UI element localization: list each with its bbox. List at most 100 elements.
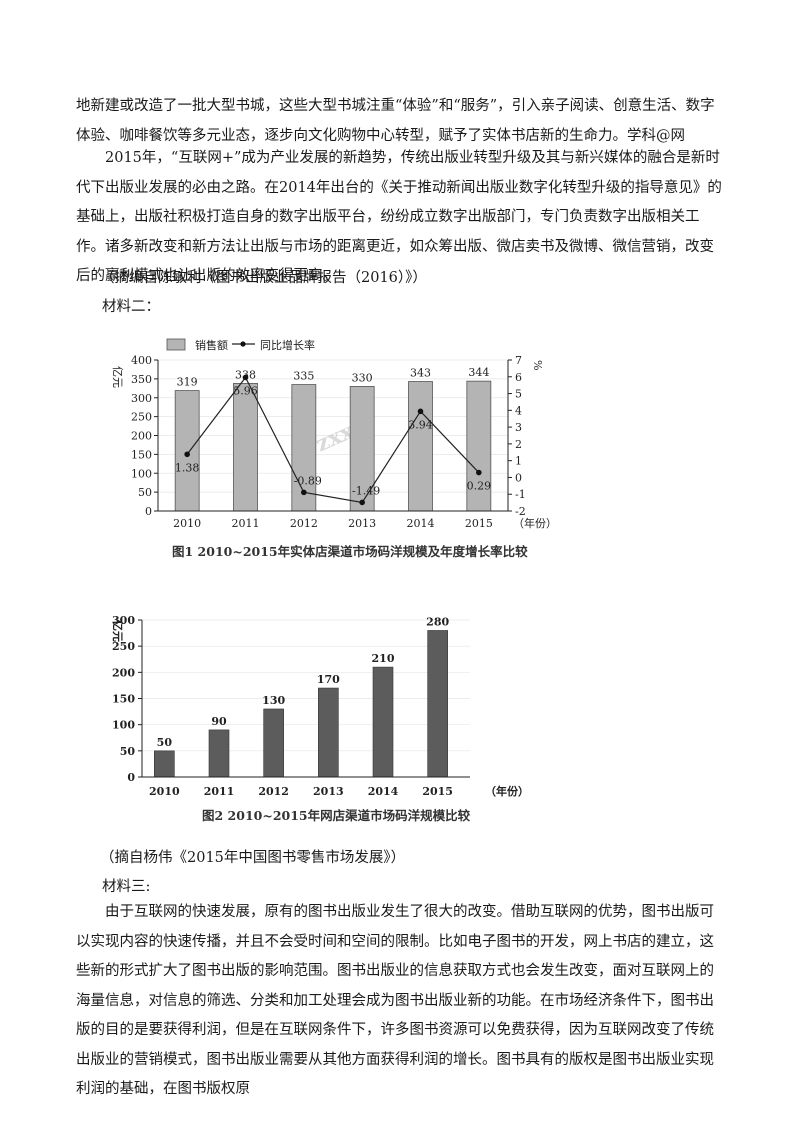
online-sales-bar-value: 280 bbox=[426, 615, 449, 628]
growth-line-path bbox=[186, 376, 480, 504]
figure1-chart: 销售额 同比增长率 亿元 % zxxk 05010015020025030035… bbox=[111, 338, 557, 559]
growth-point-label: -1.49 bbox=[352, 484, 380, 497]
y-tick-label: 300 bbox=[112, 614, 135, 627]
y-tick-label: 150 bbox=[131, 448, 152, 461]
legend-line-marker bbox=[240, 341, 246, 347]
sales-bar bbox=[233, 383, 258, 512]
figure1-right-axis-ticks: -2 -1 0 1 2 3 4 5 6 7 bbox=[508, 354, 526, 518]
material2-label: 材料二： bbox=[102, 299, 160, 315]
x-tick-label: 2013 bbox=[313, 785, 344, 798]
growth-point bbox=[242, 374, 249, 381]
online-sales-bar-value: 130 bbox=[262, 694, 285, 707]
x-tick-label: 2015 bbox=[465, 517, 493, 530]
y2-tick-label: -2 bbox=[515, 505, 526, 518]
y2-tick-label: 2 bbox=[515, 438, 522, 451]
y-tick-label: 150 bbox=[112, 693, 135, 706]
x-tick-label: 2012 bbox=[290, 517, 318, 530]
y-tick-label: 100 bbox=[112, 719, 135, 732]
growth-point bbox=[476, 469, 482, 476]
legend-label-sales: 销售额 bbox=[195, 338, 228, 352]
material1-source: （摘编自陈敏利《图书出版业品牌报告（2016）》） bbox=[100, 270, 427, 286]
y-tick-label: 250 bbox=[112, 640, 135, 653]
y-tick-label: 400 bbox=[131, 354, 152, 367]
x-tick-label: 2012 bbox=[258, 785, 289, 798]
x-tick-label: 2013 bbox=[348, 517, 376, 530]
y2-tick-label: -1 bbox=[515, 488, 526, 501]
y2-tick-label: 0 bbox=[515, 471, 522, 484]
y-tick-label: 50 bbox=[120, 745, 136, 758]
sales-bar bbox=[174, 390, 200, 512]
growth-point bbox=[359, 499, 365, 506]
y2-tick-label: 6 bbox=[515, 371, 522, 384]
y-tick-label: 50 bbox=[138, 486, 152, 499]
growth-point-label: 1.38 bbox=[175, 461, 200, 474]
x-tick-label: 2010 bbox=[149, 785, 180, 798]
figure2-caption: 图2 2010~2015年网店渠道市场码洋规模比较 bbox=[202, 808, 471, 823]
material3-paragraph: 由于互联网的快速发展，原有的图书出版业发生了很大的改变。借助互联网的优势，图书出… bbox=[76, 904, 714, 1097]
y-tick-label: 350 bbox=[131, 373, 152, 386]
x-tick-label: 2011 bbox=[232, 517, 260, 530]
figure1-x-axis-ticks: 2010 2011 2012 2013 2014 2015 bbox=[173, 517, 493, 530]
material2-source: （摘自杨伟《2015年中国图书零售市场发展》） bbox=[100, 850, 406, 866]
y-tick-label: 0 bbox=[127, 771, 135, 784]
figure1-bars: 319338335330343344 bbox=[174, 366, 492, 512]
y2-tick-label: 3 bbox=[515, 421, 522, 434]
sales-bar bbox=[408, 381, 433, 512]
figure1-caption: 图1 2010~2015年实体店渠道市场码洋规模及年度增长率比较 bbox=[172, 544, 528, 559]
growth-point-label: 0.29 bbox=[467, 480, 492, 493]
online-sales-bar bbox=[372, 666, 394, 778]
sales-bar-value: 319 bbox=[177, 376, 198, 389]
figure2-x-label: （年份） bbox=[485, 784, 529, 798]
online-sales-bar-value: 210 bbox=[372, 652, 395, 665]
growth-point-label: 5.96 bbox=[233, 384, 258, 397]
y2-tick-label: 4 bbox=[515, 404, 522, 417]
online-sales-bar-value: 50 bbox=[157, 736, 173, 749]
figure1-growth-line: 1.38 5.96 -0.89 -1.49 3.94 0.29 bbox=[175, 374, 492, 506]
x-tick-label: 2014 bbox=[368, 785, 399, 798]
figure2-x-axis-ticks: 2010 2011 2012 2013 2014 2015 bbox=[149, 785, 453, 798]
growth-point-label: 3.94 bbox=[408, 418, 433, 431]
y-tick-label: 200 bbox=[131, 430, 152, 443]
legend-label-growth: 同比增长率 bbox=[260, 338, 315, 352]
x-tick-label: 2010 bbox=[173, 517, 201, 530]
figure1-right-unit: % bbox=[531, 360, 544, 370]
y-tick-label: 200 bbox=[112, 666, 135, 679]
y-tick-label: 0 bbox=[145, 505, 152, 518]
figure2-bars: 50 90 130 170 210 280 bbox=[154, 615, 449, 778]
material1-paragraph-1: 地新建或改造了一批大型书城，这些大型书城注重“体验”和“服务”，引入亲子阅读、创… bbox=[76, 98, 715, 144]
growth-point bbox=[417, 408, 424, 415]
y2-tick-label: 5 bbox=[515, 388, 522, 401]
online-sales-bar bbox=[318, 687, 339, 778]
growth-point bbox=[184, 451, 190, 458]
online-sales-bar-value: 90 bbox=[211, 715, 227, 728]
online-sales-bar bbox=[208, 729, 230, 778]
x-tick-label: 2011 bbox=[204, 785, 235, 798]
y2-tick-label: 7 bbox=[515, 354, 522, 367]
online-sales-bar bbox=[427, 630, 448, 778]
x-tick-label: 2015 bbox=[422, 785, 453, 798]
sales-bar-value: 344 bbox=[468, 366, 489, 379]
online-sales-bar bbox=[154, 750, 175, 778]
sales-bar bbox=[466, 380, 492, 512]
y-tick-label: 100 bbox=[131, 467, 152, 480]
sales-bar-value: 335 bbox=[293, 370, 314, 383]
figure1-left-unit: 亿元 bbox=[111, 366, 124, 388]
material1-paragraph-2: 2015年，“互联网+”成为产业发展的新趋势，传统出版业转型升级及其与新兴媒体的… bbox=[76, 150, 722, 284]
figure2-gridlines bbox=[142, 619, 470, 752]
figure1-left-axis-ticks: 0 50 100 150 200 250 300 350 400 bbox=[131, 354, 158, 518]
sales-bar-value: 330 bbox=[352, 371, 373, 384]
figure2-chart: 亿元 0 50 100 150 200 250 300 50 90 130 170 210 280 2… bbox=[111, 614, 529, 823]
figure1-legend: 销售额 同比增长率 bbox=[166, 338, 315, 352]
y-tick-label: 300 bbox=[131, 392, 152, 405]
x-tick-label: 2014 bbox=[407, 517, 435, 530]
sales-bar-value: 343 bbox=[410, 367, 431, 380]
y2-tick-label: 1 bbox=[515, 455, 522, 468]
figure1-x-label: （年份） bbox=[513, 516, 557, 530]
material3-label: 材料三: bbox=[102, 879, 151, 895]
online-sales-bar bbox=[263, 708, 284, 778]
growth-point-label: -0.89 bbox=[294, 474, 322, 487]
online-sales-bar-value: 170 bbox=[317, 673, 340, 686]
figure2-y-unit: 亿元 bbox=[111, 620, 125, 642]
y-tick-label: 250 bbox=[131, 411, 152, 424]
